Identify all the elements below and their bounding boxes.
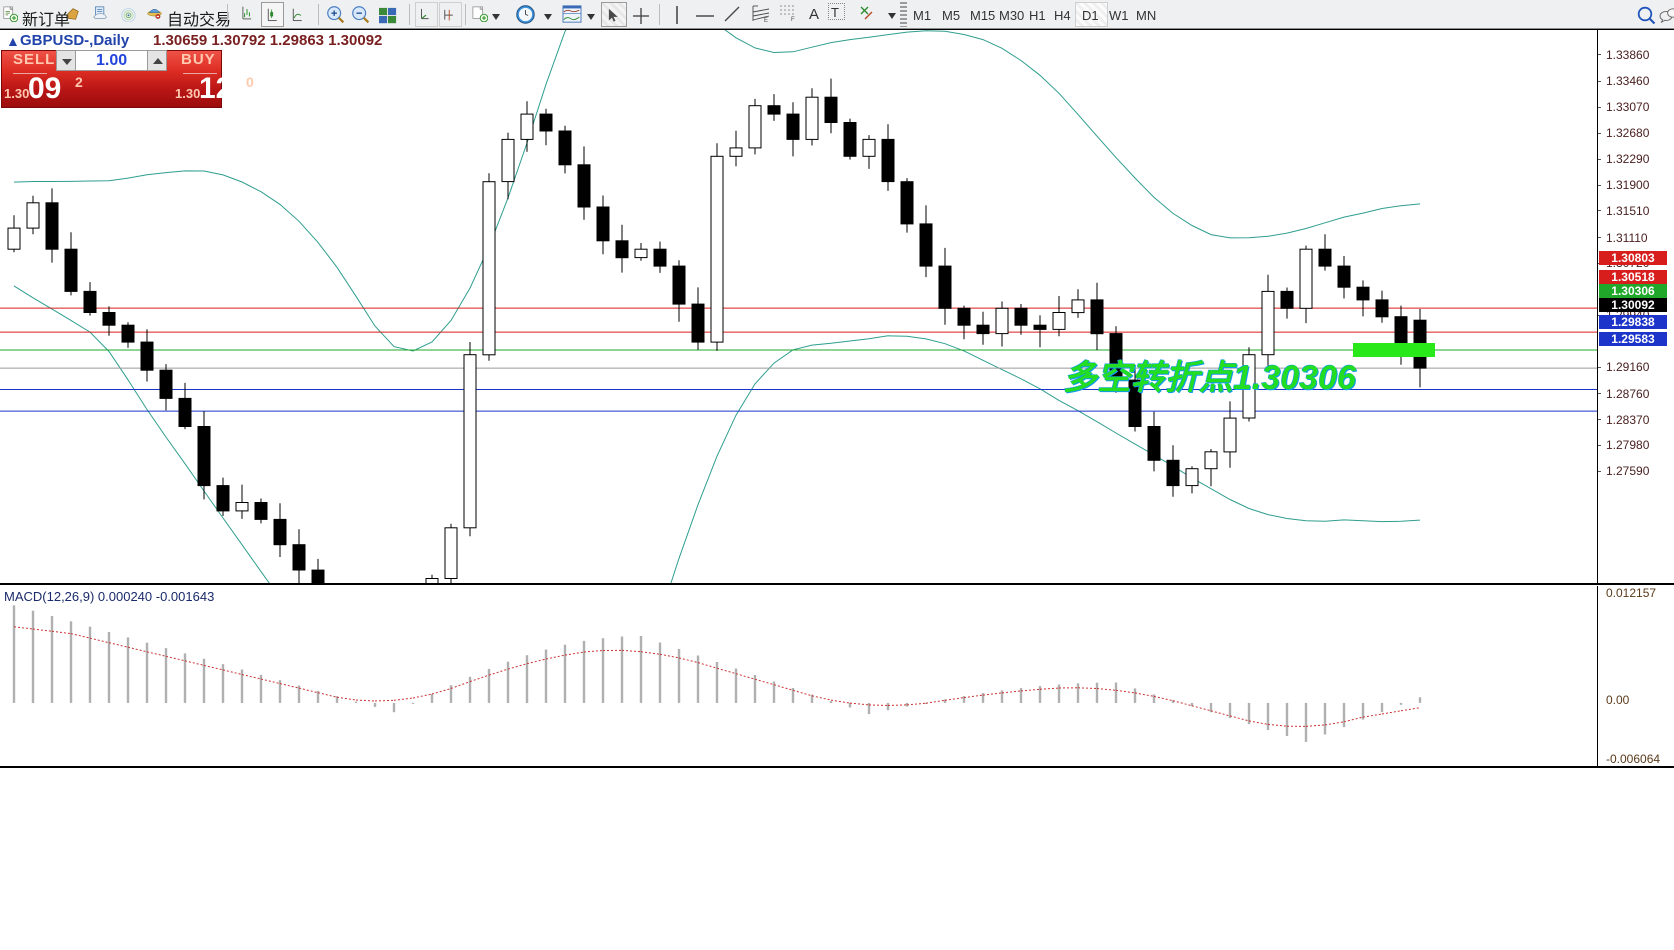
svg-text:E: E <box>764 18 768 23</box>
svg-text:F: F <box>791 17 795 21</box>
